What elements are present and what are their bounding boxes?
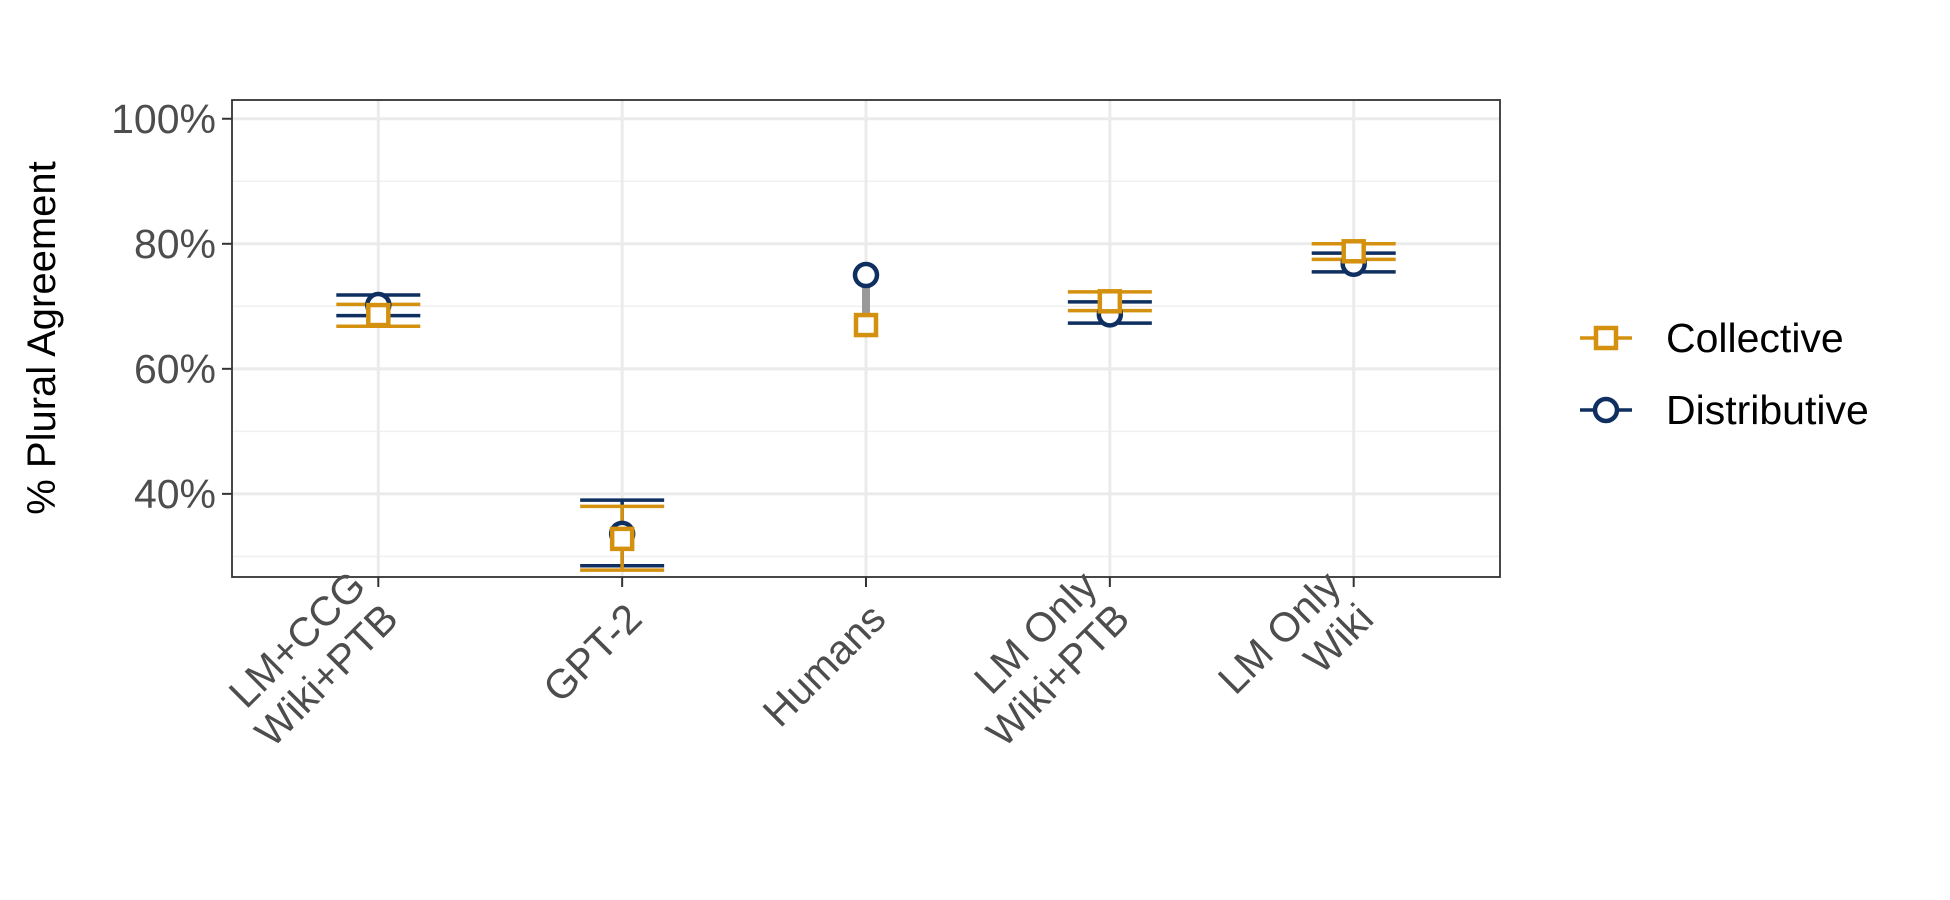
point-collective-lmwiki bbox=[1341, 239, 1366, 264]
point-distributive-humans bbox=[852, 261, 880, 289]
x-axis: LM+CCGWiki+PTB GPT-2 Humans LM OnlyWiki+PTB… bbox=[214, 562, 1382, 755]
y-tick-label: 60% bbox=[134, 346, 216, 392]
point-collective-lmccg bbox=[366, 302, 391, 328]
y-axis: 40% 60% 80% 100% bbox=[111, 96, 232, 517]
x-tick-label-lmwp: LM OnlyWiki+PTB bbox=[945, 562, 1138, 755]
x-tick-label-lmwiki: LM OnlyWiki bbox=[1209, 562, 1382, 735]
legend-item-distributive: Distributive bbox=[1580, 387, 1869, 433]
x-tick-label-gpt2: GPT-2 bbox=[534, 595, 650, 711]
y-tick-label: 100% bbox=[111, 96, 216, 142]
legend-label: Distributive bbox=[1666, 387, 1869, 433]
legend-label: Collective bbox=[1666, 315, 1844, 361]
grid-major bbox=[232, 100, 1500, 577]
point-collective-gpt2 bbox=[609, 526, 635, 552]
y-tick-label: 80% bbox=[134, 221, 216, 267]
x-tick-label-line: Humans bbox=[754, 595, 894, 735]
legend-circle-icon bbox=[1592, 396, 1620, 424]
y-axis-title: % Plural Agreement bbox=[20, 161, 64, 515]
legend: Collective Distributive bbox=[1580, 315, 1869, 433]
point-collective-humans bbox=[853, 312, 879, 338]
legend-square-icon bbox=[1593, 325, 1619, 351]
data-points bbox=[365, 239, 1367, 552]
x-tick-label-line: GPT-2 bbox=[534, 595, 650, 711]
x-tick-label-lmccg: LM+CCGWiki+PTB bbox=[214, 562, 407, 755]
legend-item-collective: Collective bbox=[1580, 315, 1844, 361]
x-tick-label-humans: Humans bbox=[754, 595, 894, 735]
point-collective-lmwp bbox=[1097, 289, 1123, 314]
y-tick-label: 40% bbox=[134, 471, 216, 517]
